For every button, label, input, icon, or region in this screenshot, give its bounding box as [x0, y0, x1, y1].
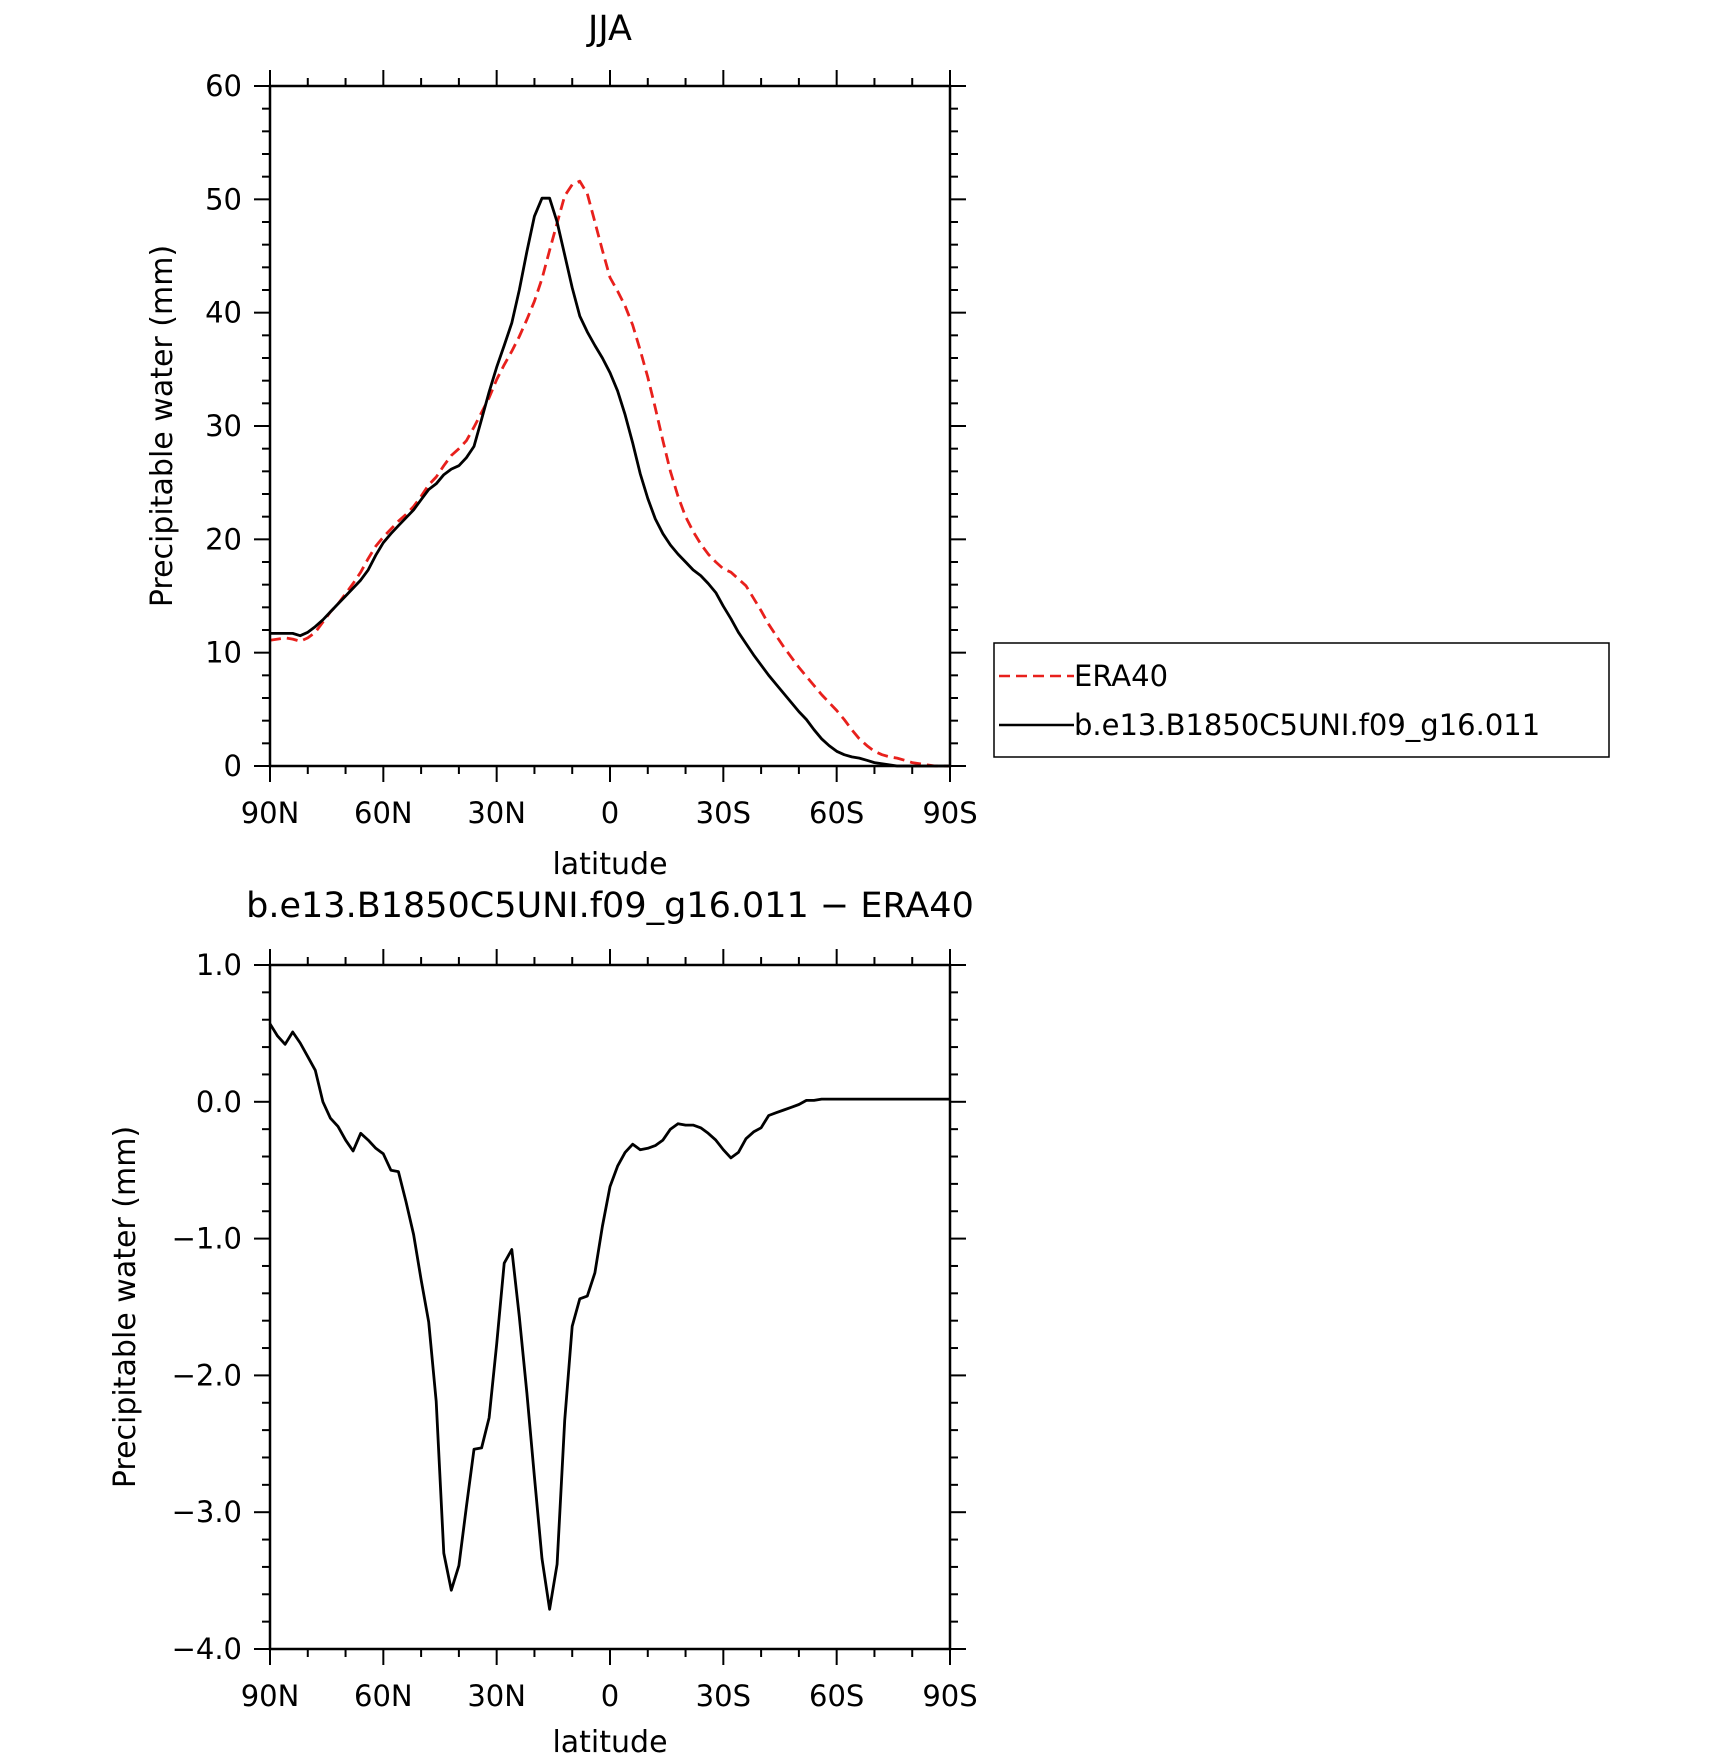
top-panel-ticks — [254, 70, 966, 782]
legend-label-model: b.e13.B1850C5UNI.f09_g16.011 — [1074, 708, 1540, 742]
top-panel-x-tick-label: 90S — [922, 796, 977, 830]
bottom-panel-series-line-0 — [268, 1023, 950, 1611]
bottom-panel-plot-frame — [268, 963, 952, 1651]
bottom-panel-title: b.e13.B1850C5UNI.f09_g16.011 − ERA40 — [246, 886, 974, 926]
top-panel-y-axis-title: Precipitable water (mm) — [145, 245, 180, 607]
top-panel-x-axis-title: latitude — [552, 847, 667, 882]
legend: ERA40 b.e13.B1850C5UNI.f09_g16.011 — [993, 642, 1610, 758]
top-panel-y-tick-label: 30 — [205, 409, 242, 443]
bottom-panel-y-tick-label: −4.0 — [172, 1632, 242, 1666]
top-panel-x-tick-label: 30N — [467, 796, 526, 830]
bottom-panel-y-axis-title: Precipitable water (mm) — [108, 1126, 143, 1488]
top-panel-y-tick-label: 0 — [224, 749, 242, 783]
top-panel-x-tick-label: 90N — [241, 796, 300, 830]
bottom-panel-y-tick-label: −1.0 — [172, 1222, 242, 1256]
top-panel-x-tick-label: 60N — [354, 796, 413, 830]
top-panel-y-tick-label: 40 — [205, 296, 242, 330]
legend-box — [993, 642, 1610, 758]
bottom-panel-y-tick-labels: 1.0 0.0 −1.0 −2.0 −3.0 −4.0 — [172, 948, 242, 1666]
top-panel-series-lines — [269, 179, 950, 768]
top-panel-x-tick-label: 60S — [809, 796, 864, 830]
top-panel: JJA 0 10 20 30 40 50 60 90N 60N 30N 0 30S 60S 90S la… — [145, 9, 978, 882]
top-panel-plot-frame — [268, 84, 952, 768]
top-panel-title: JJA — [586, 9, 632, 49]
bottom-panel-series-lines — [268, 1023, 950, 1611]
bottom-panel-y-tick-label: −2.0 — [172, 1358, 242, 1392]
bottom-panel-y-tick-label: 1.0 — [196, 948, 242, 982]
bottom-panel-x-tick-label: 90N — [241, 1679, 300, 1713]
bottom-panel-x-tick-label: 30N — [467, 1679, 526, 1713]
bottom-panel-x-axis-title: latitude — [552, 1725, 667, 1756]
top-panel-series-line-0 — [269, 179, 950, 768]
top-panel-series-line-1 — [270, 196, 950, 768]
bottom-panel: b.e13.B1850C5UNI.f09_g16.011 − ERA40 1.0… — [108, 886, 978, 1756]
top-panel-y-tick-label: 50 — [205, 182, 242, 216]
top-panel-y-tick-labels: 0 10 20 30 40 50 60 — [205, 69, 242, 783]
legend-label-era40: ERA40 — [1074, 659, 1168, 693]
bottom-panel-x-tick-label: 90S — [922, 1679, 977, 1713]
bottom-panel-x-tick-label: 30S — [696, 1679, 751, 1713]
top-panel-x-tick-label: 0 — [601, 796, 619, 830]
bottom-panel-x-tick-label: 0 — [601, 1679, 619, 1713]
bottom-panel-y-tick-label: −3.0 — [172, 1495, 242, 1529]
top-panel-x-tick-label: 30S — [696, 796, 751, 830]
bottom-panel-x-tick-labels: 90N 60N 30N 0 30S 60S 90S — [241, 1679, 978, 1713]
bottom-panel-ticks — [254, 949, 966, 1665]
bottom-panel-x-tick-label: 60S — [809, 1679, 864, 1713]
top-panel-y-tick-label: 60 — [205, 69, 242, 103]
top-panel-x-tick-labels: 90N 60N 30N 0 30S 60S 90S — [241, 796, 978, 830]
top-panel-y-tick-label: 20 — [205, 522, 242, 556]
bottom-panel-x-tick-label: 60N — [354, 1679, 413, 1713]
top-panel-y-tick-label: 10 — [205, 636, 242, 670]
bottom-panel-y-tick-label: 0.0 — [196, 1085, 242, 1119]
